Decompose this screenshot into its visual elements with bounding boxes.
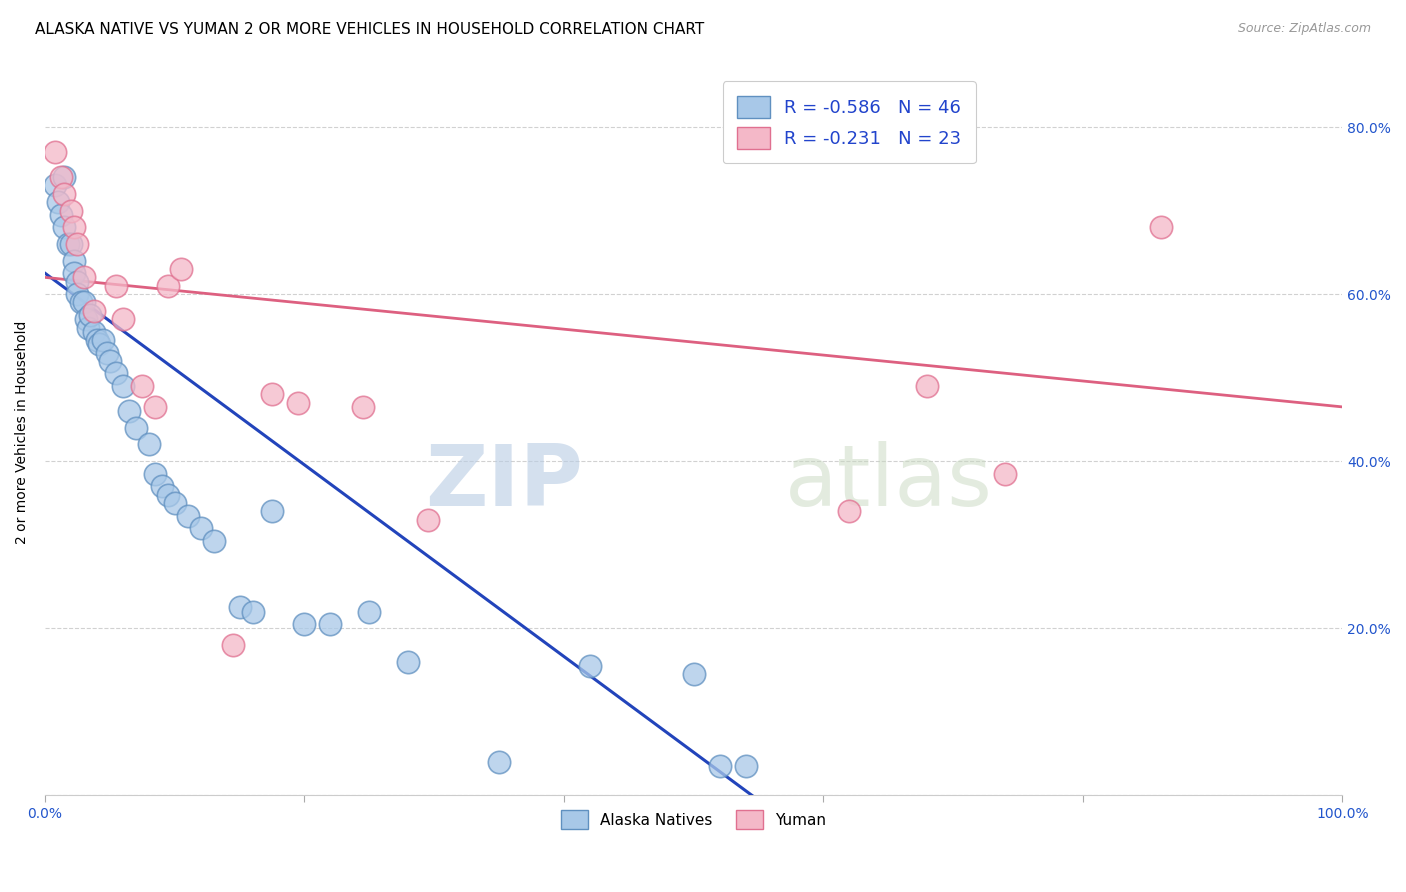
Point <box>228 600 250 615</box>
Point <box>994 467 1017 481</box>
Point <box>76 320 98 334</box>
Point <box>83 303 105 318</box>
Point <box>86 333 108 347</box>
Point <box>260 387 283 401</box>
Point <box>66 287 89 301</box>
Point <box>131 379 153 393</box>
Point <box>66 237 89 252</box>
Point <box>70 295 93 310</box>
Point <box>73 295 96 310</box>
Point <box>202 533 225 548</box>
Point <box>488 755 510 769</box>
Point <box>1149 220 1171 235</box>
Point <box>96 345 118 359</box>
Point <box>143 400 166 414</box>
Point <box>157 488 180 502</box>
Text: ZIP: ZIP <box>426 442 583 524</box>
Point <box>157 278 180 293</box>
Point <box>62 220 84 235</box>
Point <box>734 759 756 773</box>
Point <box>352 400 374 414</box>
Point <box>359 605 381 619</box>
Point <box>49 208 72 222</box>
Point <box>44 145 66 159</box>
Point <box>682 667 704 681</box>
Text: ALASKA NATIVE VS YUMAN 2 OR MORE VEHICLES IN HOUSEHOLD CORRELATION CHART: ALASKA NATIVE VS YUMAN 2 OR MORE VEHICLE… <box>35 22 704 37</box>
Point <box>105 367 128 381</box>
Point <box>62 266 84 280</box>
Text: atlas: atlas <box>785 442 993 524</box>
Point <box>118 404 141 418</box>
Point <box>58 237 80 252</box>
Point <box>138 437 160 451</box>
Point <box>44 178 66 193</box>
Point <box>125 421 148 435</box>
Point <box>83 325 105 339</box>
Point <box>396 655 419 669</box>
Text: Source: ZipAtlas.com: Source: ZipAtlas.com <box>1237 22 1371 36</box>
Point <box>89 337 111 351</box>
Point <box>93 333 115 347</box>
Point <box>105 278 128 293</box>
Point <box>79 308 101 322</box>
Point <box>53 186 76 201</box>
Point <box>163 496 186 510</box>
Point <box>62 253 84 268</box>
Point <box>49 170 72 185</box>
Legend: Alaska Natives, Yuman: Alaska Natives, Yuman <box>554 805 832 835</box>
Point <box>143 467 166 481</box>
Point <box>915 379 938 393</box>
Point <box>222 638 245 652</box>
Point <box>98 354 121 368</box>
Point <box>242 605 264 619</box>
Point <box>76 312 98 326</box>
Point <box>579 659 602 673</box>
Point <box>73 270 96 285</box>
Point <box>709 759 731 773</box>
Point <box>838 504 860 518</box>
Point <box>59 237 82 252</box>
Point <box>319 617 342 632</box>
Point <box>190 521 212 535</box>
Point <box>287 395 309 409</box>
Point <box>53 170 76 185</box>
Point <box>59 203 82 218</box>
Point <box>111 379 134 393</box>
Y-axis label: 2 or more Vehicles in Household: 2 or more Vehicles in Household <box>15 320 30 543</box>
Point <box>416 513 439 527</box>
Point <box>260 504 283 518</box>
Point <box>176 508 198 523</box>
Point <box>170 262 193 277</box>
Point <box>111 312 134 326</box>
Point <box>66 275 89 289</box>
Point <box>150 479 173 493</box>
Point <box>46 195 69 210</box>
Point <box>294 617 316 632</box>
Point <box>53 220 76 235</box>
